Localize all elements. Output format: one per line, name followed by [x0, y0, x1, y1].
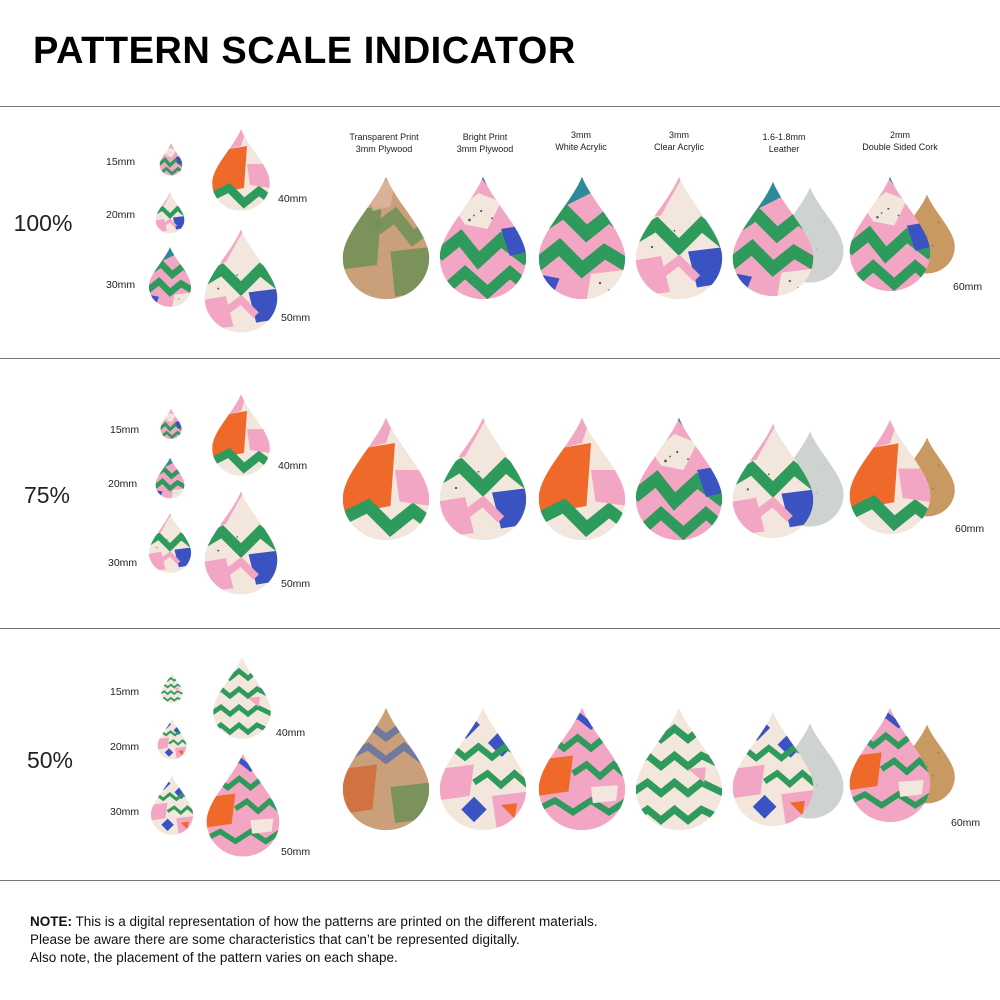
teardrop-40mm-sample: [211, 393, 271, 477]
size-label-15: 15mm: [110, 424, 140, 436]
teardrop-leather: [731, 422, 815, 540]
teardrop-bright-plywood: [438, 416, 528, 542]
teardrop-cork: [848, 175, 932, 293]
teardrop-white-acrylic: [537, 706, 627, 832]
teardrop-bright-plywood: [438, 175, 528, 301]
teardrop-30mm-sample: [150, 774, 194, 836]
teardrop-30mm-sample: [148, 246, 192, 308]
size-label-20: 20mm: [110, 741, 140, 753]
teardrop-40mm-sample: [211, 128, 271, 212]
material-label-transparent-plywood: Transparent Print 3mm Plywood: [349, 132, 419, 154]
size-label-30: 30mm: [108, 557, 138, 569]
teardrop-50mm-sample: [203, 490, 279, 596]
size-label-30: 30mm: [110, 806, 140, 818]
size-label-60: 60mm: [951, 817, 981, 829]
divider: [0, 358, 1000, 359]
teardrop-20mm-sample: [155, 192, 185, 234]
size-label-50: 50mm: [281, 578, 311, 590]
teardrop-leather: [731, 710, 815, 828]
teardrop-transparent-plywood: [341, 175, 431, 301]
scale-label-50: 50%: [26, 747, 74, 773]
size-label-15: 15mm: [110, 686, 140, 698]
teardrop-transparent-plywood: [341, 706, 431, 832]
size-label-20: 20mm: [108, 478, 138, 490]
size-label-50: 50mm: [281, 846, 311, 858]
note-bold: NOTE:: [30, 914, 72, 929]
scale-label-100: 100%: [13, 210, 73, 236]
size-label-40: 40mm: [278, 460, 308, 472]
material-label-cork: 2mm Double Sided Cork: [862, 130, 938, 152]
teardrop-15mm-sample: [160, 408, 182, 440]
teardrop-bright-plywood: [438, 706, 528, 832]
teardrop-15mm-sample: [159, 143, 183, 176]
teardrop-clear-acrylic: [634, 706, 724, 832]
divider: [0, 880, 1000, 881]
teardrop-clear-acrylic: [634, 175, 724, 301]
size-label-60: 60mm: [953, 281, 983, 293]
size-label-15: 15mm: [106, 156, 136, 168]
note-text: NOTE: This is a digital representation o…: [30, 914, 598, 965]
teardrop-20mm-sample: [157, 718, 187, 760]
teardrop-cork: [848, 706, 932, 824]
teardrop-40mm-sample: [212, 656, 272, 740]
teardrop-20mm-sample: [155, 457, 185, 499]
size-label-20: 20mm: [106, 209, 136, 221]
material-label-white-acrylic: 3mm White Acrylic: [555, 130, 607, 152]
material-label-bright-plywood: Bright Print 3mm Plywood: [456, 132, 514, 154]
material-label-clear-acrylic: 3mm Clear Acrylic: [653, 130, 704, 152]
teardrop-cork: [848, 418, 932, 536]
teardrop-white-acrylic: [537, 175, 627, 301]
size-label-40: 40mm: [278, 193, 308, 205]
teardrop-leather: [731, 180, 815, 298]
size-label-40: 40mm: [276, 727, 306, 739]
divider: [0, 106, 1000, 107]
size-label-50: 50mm: [281, 312, 311, 324]
teardrop-transparent-plywood: [341, 416, 431, 542]
scale-label-75: 75%: [23, 482, 71, 508]
divider: [0, 628, 1000, 629]
size-label-60: 60mm: [955, 523, 985, 535]
teardrop-30mm-sample: [148, 512, 192, 574]
teardrop-white-acrylic: [537, 416, 627, 542]
page-title: PATTERN SCALE INDICATOR: [33, 30, 576, 72]
teardrop-15mm-sample: [161, 672, 183, 704]
teardrop-50mm-sample: [203, 228, 279, 334]
teardrop-50mm-sample: [205, 752, 281, 858]
material-label-leather: 1.6-1.8mm Leather: [762, 132, 806, 154]
teardrop-clear-acrylic: [634, 416, 724, 542]
size-label-30: 30mm: [106, 279, 136, 291]
